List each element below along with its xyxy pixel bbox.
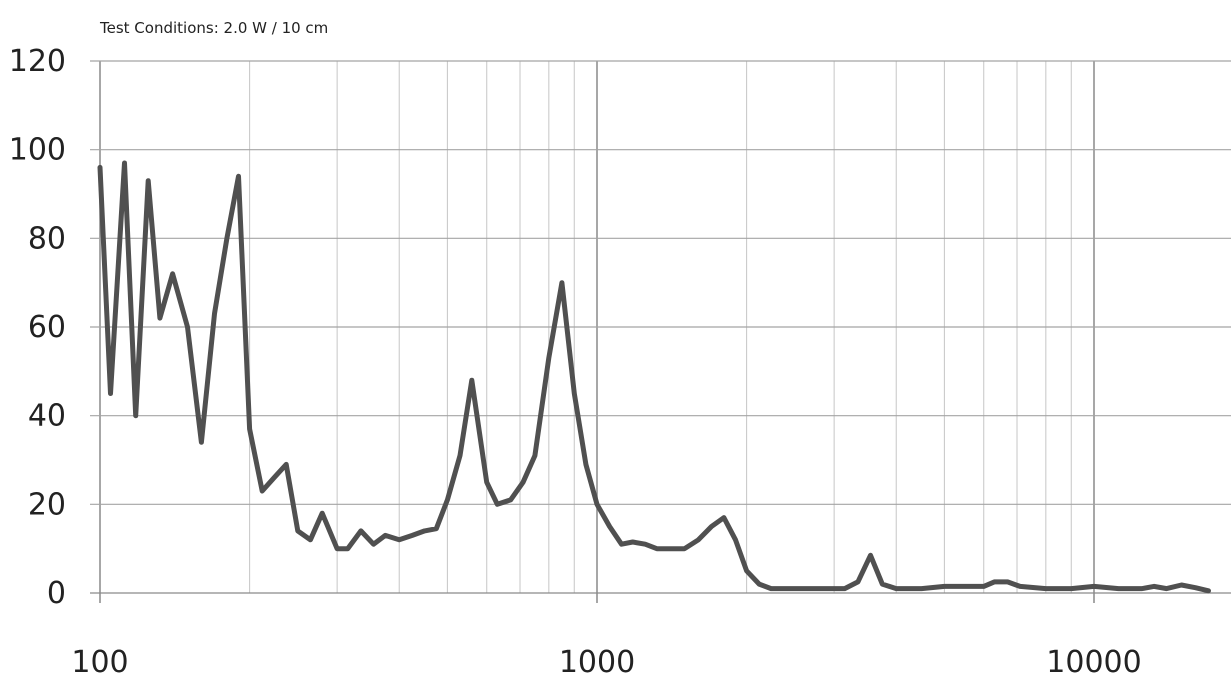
x-tick-label: 10000 bbox=[1046, 645, 1141, 680]
y-tick-label: 120 bbox=[9, 44, 66, 79]
y-tick-label: 20 bbox=[28, 487, 66, 522]
x-tick-label: 1000 bbox=[559, 645, 635, 680]
series-line bbox=[97, 160, 1211, 594]
series-group bbox=[97, 160, 1211, 594]
chart-subtitle: Test Conditions: 2.0 W / 10 cm bbox=[99, 19, 328, 37]
y-tick-label: 60 bbox=[28, 310, 66, 345]
x-axis-ticks: 100 1000 10000 bbox=[71, 645, 1141, 680]
y-tick-label: 40 bbox=[28, 399, 66, 434]
grid-lines bbox=[90, 60, 1231, 603]
y-tick-label: 0 bbox=[47, 576, 66, 611]
x-tick-label: 100 bbox=[71, 645, 128, 680]
y-tick-label: 80 bbox=[28, 221, 66, 256]
y-tick-label: 100 bbox=[9, 133, 66, 168]
y-axis-ticks: 0 20 40 60 80 100 120 bbox=[9, 44, 66, 611]
